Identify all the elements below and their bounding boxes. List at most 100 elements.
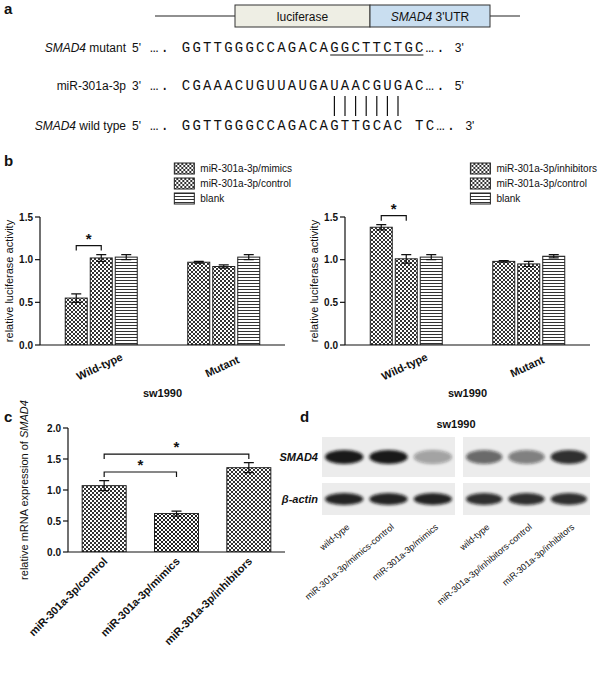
y-tick-label: 0.5	[324, 297, 338, 308]
legend-swatch	[174, 163, 194, 174]
error-bar	[549, 255, 559, 258]
bar	[155, 514, 199, 552]
bar-chart: 0.00.51.01.5Wild-typeMutantsw1990relativ…	[308, 163, 597, 399]
blot-background	[463, 483, 590, 515]
sequence: …. GGTTGGGCCAGACAGTTGCAC TC	[150, 118, 436, 134]
blot-row-label: SMAD4	[279, 451, 318, 463]
significance-label: *	[137, 456, 143, 473]
y-axis-title-part: relative mRNA expression of	[18, 438, 30, 580]
base-pair-line	[334, 96, 335, 116]
sequence: ….	[426, 40, 447, 56]
x-axis	[40, 344, 285, 345]
y-tick	[63, 458, 68, 459]
legend-label: blank	[200, 193, 225, 204]
y-tick	[35, 302, 40, 303]
construct-label: SMAD4 3'UTR	[391, 10, 470, 24]
construct-label-part: SMAD4	[391, 10, 433, 24]
y-tick-label: 0.0	[47, 547, 61, 558]
blot-band	[551, 493, 587, 505]
y-axis	[344, 217, 345, 345]
underline	[330, 55, 423, 56]
y-tick	[35, 259, 40, 260]
sequence: …. CGAAACUGUUAUGAUAACGUGAC	[150, 78, 426, 94]
error-bar	[426, 255, 436, 260]
lane-label: wild-type	[317, 522, 351, 553]
significance-label: *	[86, 230, 92, 247]
error-bar	[99, 481, 109, 491]
legend-swatch	[174, 178, 194, 189]
plot-area	[82, 463, 271, 552]
base-pair-line	[344, 96, 345, 116]
error-bar	[194, 261, 204, 263]
y-tick-label: 1.5	[19, 212, 33, 223]
sequence-name: SMAD4 wild type	[35, 119, 127, 133]
y-tick-label: 0.0	[19, 340, 33, 351]
y-tick-label: 2.0	[47, 423, 61, 434]
panel-label: a	[4, 0, 13, 17]
y-axis-title: relative luciferase activity	[3, 219, 15, 342]
strand-end: 5'	[132, 41, 141, 55]
error-bar	[401, 255, 411, 264]
panel-d: sw1990 SMAD4 β-actin wild-typemiR-301a-3p/m…	[279, 418, 590, 607]
sequence: GGCTTCTGC	[330, 40, 425, 56]
significance-label: *	[174, 438, 180, 455]
category-label: miR-301a-3p/inhibitors	[162, 555, 254, 647]
legend-swatch	[470, 163, 490, 174]
legend-label: miR-301a-3p/mimics	[200, 163, 292, 174]
blot-band	[369, 450, 407, 464]
blot-background	[463, 437, 590, 477]
error-bar	[96, 255, 106, 262]
bar	[115, 257, 137, 345]
strand-end: 3'	[132, 79, 141, 93]
error-bar	[524, 261, 534, 266]
y-tick	[63, 551, 68, 552]
plot-area	[65, 255, 260, 345]
error-bar	[121, 255, 131, 260]
sequence-name: SMAD4 mutant	[45, 41, 127, 55]
error-bar	[499, 261, 509, 263]
y-tick	[340, 216, 345, 217]
bar-chart: 0.00.51.01.5Wild-typeMutantsw1990relativ…	[3, 163, 292, 399]
lane-label: miR-301a-3p/mimics-control	[303, 522, 396, 602]
strand-end: 5'	[132, 119, 141, 133]
utr-box	[370, 5, 490, 27]
error-bar	[376, 225, 386, 230]
error-bar	[244, 255, 254, 260]
blot-band	[466, 493, 502, 505]
strand-end: 3'	[465, 119, 474, 133]
y-axis	[39, 217, 40, 345]
bar	[370, 227, 392, 345]
figure: abcdluciferaseSMAD4 3'UTRSMAD4 mutant5'……	[0, 0, 600, 689]
bar	[518, 264, 540, 345]
x-axis	[345, 344, 590, 345]
category-label: Mutant	[508, 353, 546, 379]
y-tick-label: 1.0	[324, 254, 338, 265]
y-tick-label: 1.5	[324, 212, 338, 223]
panel-label: d	[300, 408, 309, 425]
sequence-name-part: SMAD4	[35, 119, 77, 133]
y-tick-label: 0.5	[47, 516, 61, 527]
blot-band	[414, 493, 452, 505]
bar	[420, 257, 442, 345]
bar	[227, 468, 271, 552]
y-axis-title: relative luciferase activity	[308, 219, 320, 342]
blot-title: sw1990	[436, 418, 475, 430]
blot-row-label: β-actin	[281, 493, 318, 505]
bar	[395, 259, 417, 345]
base-pair-line	[387, 96, 388, 116]
category-label: miR-301a-3p/control	[26, 555, 109, 638]
category-label: Wild-type	[380, 350, 430, 382]
significance-label: *	[391, 200, 397, 217]
blot-band	[551, 450, 587, 464]
sequence-name-part: SMAD4	[45, 41, 87, 55]
category-label: miR-301a-3p/mimics	[98, 555, 182, 639]
sequence-name-part: miR-301a-3p	[57, 79, 127, 93]
base-pair-line	[355, 96, 356, 116]
y-tick-label: 1.0	[47, 485, 61, 496]
blot-band	[414, 450, 452, 464]
legend-label: blank	[496, 193, 521, 204]
construct-label: luciferase	[277, 10, 329, 24]
bar	[493, 261, 515, 345]
x-axis-title: sw1990	[143, 387, 182, 399]
panel-label: c	[4, 408, 12, 425]
